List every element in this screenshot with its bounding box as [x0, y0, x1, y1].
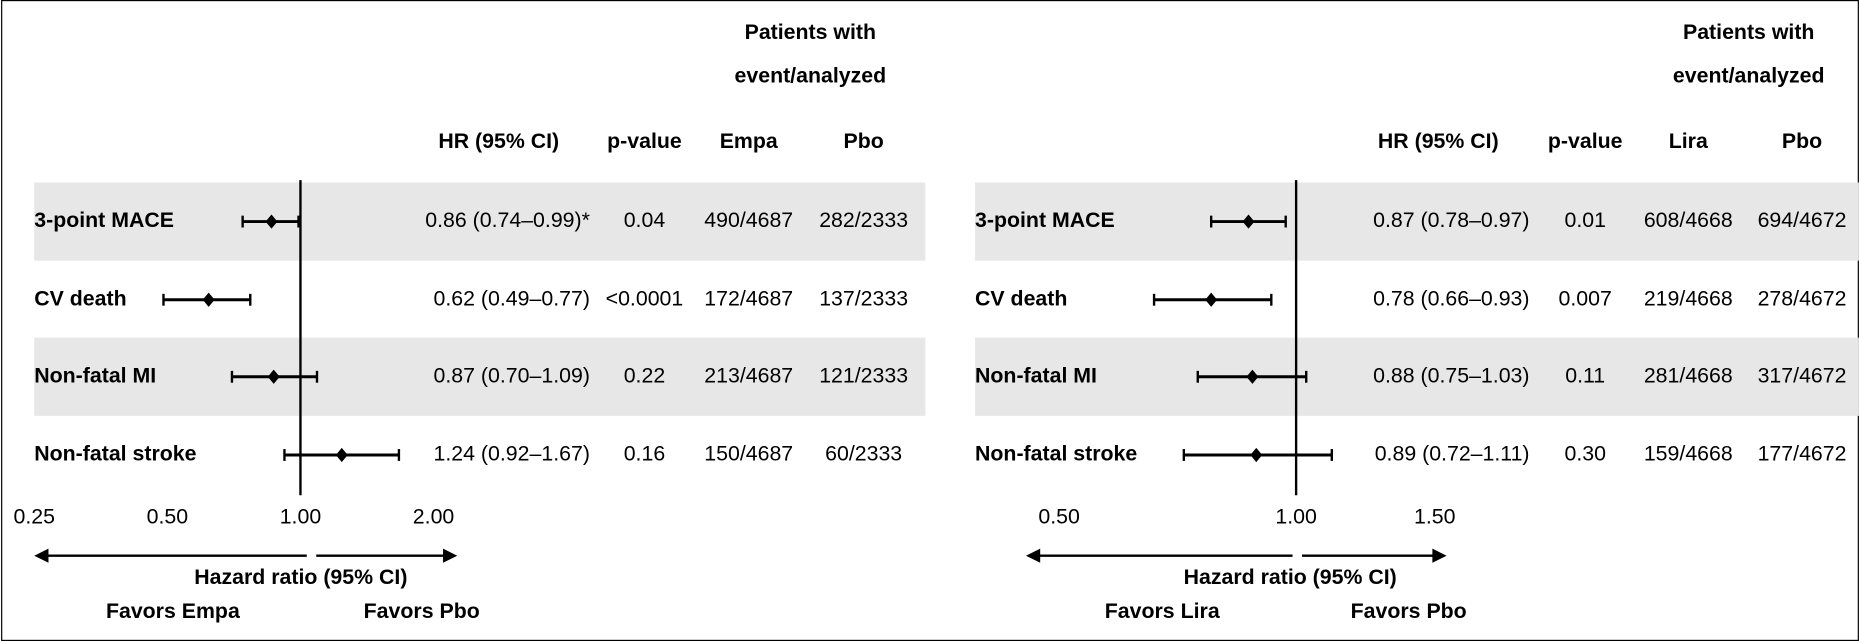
treat-events: 490/4687: [704, 208, 793, 232]
column-header: Empa: [720, 129, 778, 153]
hr-label: 0.62 (0.49–0.77): [434, 286, 590, 310]
hr-label: 0.89 (0.72–1.11): [1375, 442, 1530, 466]
row-label: Non-fatal stroke: [34, 442, 196, 466]
treat-events: 213/4687: [704, 363, 793, 387]
favors-left: Favors Empa: [106, 599, 240, 623]
pbo-events: 278/4672: [1758, 286, 1847, 310]
hr-point: [1246, 369, 1259, 384]
hr-point: [1242, 214, 1255, 229]
treat-events: 608/4668: [1644, 208, 1733, 232]
row-label: 3-point MACE: [975, 208, 1115, 232]
header-line: Patients with: [745, 20, 876, 44]
arrow-head: [443, 548, 458, 563]
x-tick-label: 1.00: [280, 504, 322, 528]
column-header: p-value: [1548, 129, 1623, 153]
x-tick-label: 1.50: [1414, 504, 1456, 528]
favors-right: Favors Pbo: [364, 599, 480, 623]
treat-events: 219/4668: [1644, 286, 1733, 310]
hr-point: [1250, 447, 1263, 463]
x-tick-label: 0.50: [147, 504, 189, 528]
hr-label: 0.88 (0.75–1.03): [1373, 363, 1529, 387]
x-axis-label: Hazard ratio (95% CI): [194, 565, 407, 589]
hr-label: 0.86 (0.74–0.99)*: [425, 208, 590, 232]
p-value: 0.22: [624, 363, 665, 387]
p-value: 0.16: [624, 442, 665, 466]
p-value: 0.01: [1564, 208, 1605, 232]
header-line: Patients with: [1683, 20, 1814, 44]
hr-point: [335, 447, 348, 463]
column-header: HR (95% CI): [1378, 129, 1499, 153]
arrow-head: [1025, 548, 1041, 563]
row-shade: [975, 182, 1859, 261]
p-value: 0.04: [624, 208, 666, 232]
column-header: Pbo: [1782, 129, 1822, 153]
x-tick-label: 1.00: [1275, 504, 1317, 528]
column-header: p-value: [607, 129, 682, 153]
hr-label: 1.24 (0.92–1.67): [434, 442, 590, 466]
treat-events: 281/4668: [1644, 363, 1733, 387]
treat-events: 159/4668: [1644, 442, 1733, 466]
x-tick-label: 0.50: [1038, 504, 1080, 528]
row-shade: [975, 337, 1859, 416]
column-header: HR (95% CI): [438, 129, 559, 153]
x-tick-label: 0.25: [14, 504, 55, 528]
arrow-head: [34, 548, 49, 563]
p-value: 0.007: [1559, 286, 1612, 310]
row-label: CV death: [34, 286, 126, 310]
header-line: event/analyzed: [735, 64, 887, 88]
pbo-events: 60/2333: [825, 442, 902, 466]
row-label: 3-point MACE: [34, 208, 174, 232]
pbo-events: 177/4672: [1758, 442, 1847, 466]
row-label: CV death: [975, 286, 1067, 310]
x-axis-label: Hazard ratio (95% CI): [1184, 565, 1397, 589]
p-value: 0.11: [1565, 363, 1605, 387]
row-label: Non-fatal MI: [34, 363, 156, 387]
pbo-events: 694/4672: [1758, 208, 1847, 232]
row-label: Non-fatal stroke: [975, 442, 1137, 466]
row-shade: [34, 337, 926, 416]
pbo-events: 137/2333: [819, 286, 908, 310]
header-line: event/analyzed: [1673, 64, 1825, 88]
favors-right: Favors Pbo: [1351, 599, 1467, 623]
pbo-events: 317/4672: [1758, 363, 1847, 387]
x-tick-label: 2.00: [413, 504, 455, 528]
p-value: 0.30: [1564, 442, 1606, 466]
column-header: Pbo: [844, 129, 884, 153]
column-header: Lira: [1669, 129, 1708, 153]
hr-label: 0.78 (0.66–0.93): [1373, 286, 1529, 310]
row-label: Non-fatal MI: [975, 363, 1097, 387]
favors-left: Favors Lira: [1105, 599, 1220, 623]
treat-events: 150/4687: [704, 442, 793, 466]
pbo-events: 282/2333: [819, 208, 908, 232]
hr-label: 0.87 (0.70–1.09): [434, 363, 590, 387]
p-value: <0.0001: [606, 286, 684, 310]
hr-label: 0.87 (0.78–0.97): [1373, 208, 1529, 232]
arrow-head: [1432, 548, 1447, 563]
pbo-events: 121/2333: [819, 363, 908, 387]
treat-events: 172/4687: [704, 286, 793, 310]
hr-point: [202, 292, 215, 307]
row-shade: [34, 182, 926, 261]
